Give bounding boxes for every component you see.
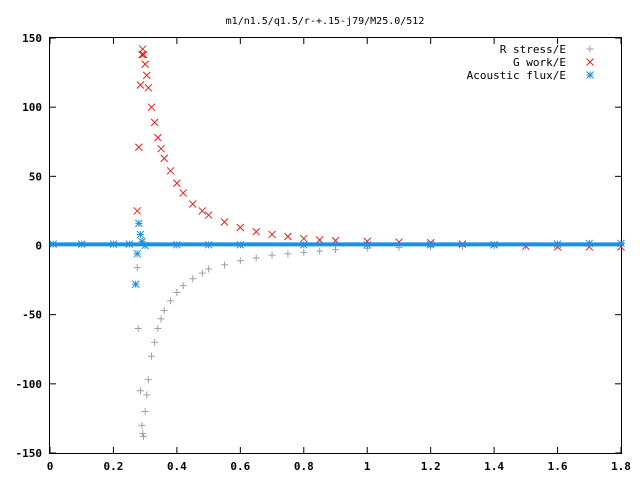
data-point bbox=[268, 251, 276, 259]
y-tick-label: -100 bbox=[16, 378, 43, 391]
data-point bbox=[173, 289, 181, 297]
legend-marker bbox=[586, 45, 594, 53]
y-tick-label: 50 bbox=[29, 170, 42, 183]
data-point bbox=[131, 280, 140, 289]
data-point bbox=[142, 71, 151, 80]
data-point bbox=[166, 166, 175, 175]
legend-label: Acoustic flux/E bbox=[467, 69, 566, 82]
x-tick-label: 0.8 bbox=[294, 460, 314, 473]
data-point bbox=[252, 227, 261, 236]
x-tick-label: 1.2 bbox=[421, 460, 441, 473]
data-point bbox=[204, 211, 213, 219]
y-tick-label: -150 bbox=[16, 447, 43, 460]
data-point bbox=[134, 143, 143, 152]
data-point bbox=[300, 248, 308, 256]
data-point bbox=[160, 154, 169, 163]
data-point bbox=[136, 81, 145, 89]
data-point bbox=[198, 207, 207, 215]
data-point bbox=[299, 234, 308, 243]
series-2 bbox=[49, 219, 625, 289]
y-tick-label: 150 bbox=[22, 32, 42, 45]
legend-marker bbox=[586, 71, 594, 79]
data-point bbox=[284, 232, 292, 241]
data-point bbox=[154, 133, 162, 142]
x-tick-label: 0.4 bbox=[167, 460, 187, 473]
data-point bbox=[179, 282, 187, 290]
chart-title: m1/n1.5/q1.5/r-+.15-j79/M25.0/512 bbox=[226, 16, 425, 27]
data-point bbox=[284, 250, 292, 258]
data-point bbox=[151, 338, 159, 346]
series-0 bbox=[133, 239, 625, 440]
data-point bbox=[144, 83, 153, 92]
data-point bbox=[134, 325, 142, 332]
data-point bbox=[220, 218, 229, 226]
data-point bbox=[141, 60, 150, 69]
data-point bbox=[133, 264, 141, 272]
y-tick-label: 100 bbox=[22, 101, 42, 114]
legend-marker bbox=[586, 58, 594, 66]
data-point bbox=[136, 387, 144, 395]
data-point bbox=[157, 315, 165, 323]
x-tick-label: 0 bbox=[47, 460, 54, 473]
x-tick-label: 1 bbox=[364, 460, 371, 473]
data-point bbox=[173, 179, 181, 188]
data-point bbox=[268, 230, 276, 239]
data-point bbox=[134, 219, 143, 228]
data-point bbox=[148, 352, 156, 360]
data-point bbox=[141, 408, 149, 415]
data-point bbox=[167, 297, 175, 305]
data-point bbox=[150, 118, 159, 127]
data-point bbox=[157, 144, 165, 153]
data-point bbox=[198, 269, 206, 277]
data-point bbox=[154, 325, 162, 332]
data-point bbox=[252, 254, 260, 262]
data-point bbox=[236, 223, 245, 232]
x-tick-label: 1.8 bbox=[611, 460, 631, 473]
axes: 0 0.2 0.4 0.6 0.8 1 1.2 1.4 1.6 1.8 150 100 50 0 -50 -1… bbox=[16, 32, 631, 473]
data-series bbox=[49, 45, 625, 440]
data-point bbox=[315, 236, 324, 244]
data-point bbox=[316, 247, 324, 255]
data-point bbox=[138, 421, 146, 429]
x-tick-label: 0.2 bbox=[104, 460, 124, 473]
data-point bbox=[147, 103, 156, 112]
data-point bbox=[133, 207, 142, 215]
data-point bbox=[332, 246, 339, 254]
data-point bbox=[133, 249, 142, 258]
x-tick-label: 1.6 bbox=[548, 460, 568, 473]
data-point bbox=[205, 265, 213, 273]
data-point bbox=[220, 261, 228, 269]
x-tick-label: 0.6 bbox=[230, 460, 250, 473]
y-tick-label: -50 bbox=[22, 309, 42, 322]
data-point bbox=[143, 391, 151, 399]
data-point bbox=[144, 376, 152, 384]
legend-label: R stress/E bbox=[500, 43, 566, 56]
y-tick-label: 0 bbox=[35, 240, 42, 253]
data-point bbox=[189, 275, 197, 283]
data-point bbox=[236, 257, 244, 265]
data-point bbox=[140, 432, 148, 440]
data-point bbox=[160, 307, 168, 315]
data-point bbox=[139, 50, 148, 59]
x-tick-label: 1.4 bbox=[484, 460, 504, 473]
data-point bbox=[179, 189, 188, 197]
data-point bbox=[188, 200, 197, 208]
legend-label: G work/E bbox=[513, 56, 566, 69]
data-point bbox=[136, 230, 145, 239]
